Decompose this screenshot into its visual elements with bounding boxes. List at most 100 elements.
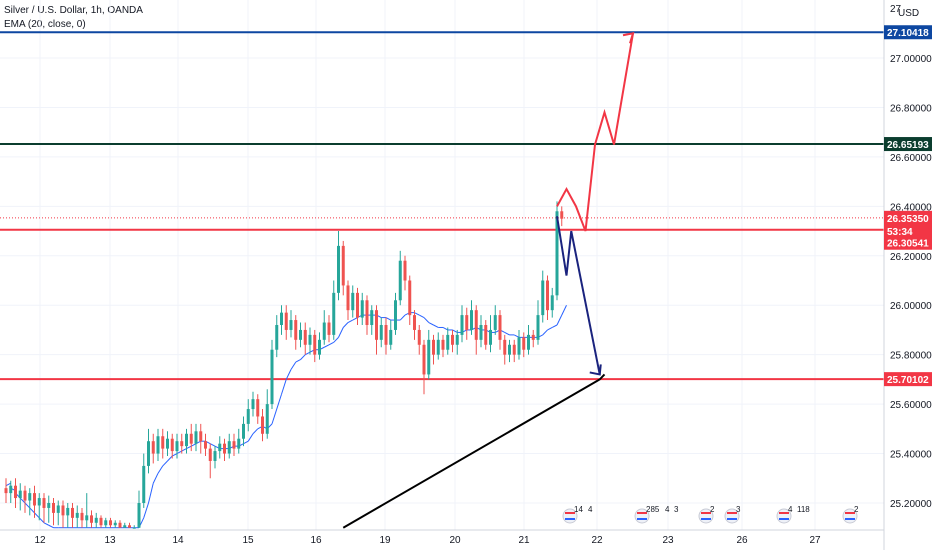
price-badge[interactable]	[884, 210, 932, 225]
price-axis[interactable]: 27.00000 26.80000 26.60000 26.40000 26.20000…	[883, 0, 932, 550]
candle-body	[213, 451, 217, 461]
event-count: 2	[854, 505, 859, 514]
candle-body	[246, 409, 250, 424]
candle-body	[180, 441, 184, 447]
candle-body	[318, 339, 321, 355]
candle-body	[441, 339, 445, 350]
candle-body	[303, 329, 307, 345]
ema-segment	[176, 450, 182, 454]
ema-segment	[247, 433, 254, 442]
x-tick-label: 23	[662, 535, 674, 546]
event-flag-stripe	[727, 512, 737, 514]
event-flag-stripe	[727, 518, 737, 520]
ema-segment	[385, 317, 391, 321]
candle-body	[42, 498, 46, 508]
currency-label[interactable]: USD	[898, 8, 919, 19]
event-flag-stripe	[845, 512, 855, 514]
ema-segment	[414, 312, 420, 316]
projection-path[interactable]	[556, 216, 601, 375]
candle-body	[4, 488, 8, 494]
candle-body	[118, 522, 122, 528]
event-count: 3	[674, 505, 679, 514]
candle-body	[242, 423, 245, 439]
x-tick-label: 22	[591, 535, 603, 546]
price-badge[interactable]	[884, 372, 932, 387]
candle-body	[375, 310, 378, 340]
candle-body	[270, 349, 274, 405]
candle-body	[498, 315, 502, 340]
ema-segment	[561, 305, 567, 316]
candles	[4, 201, 564, 529]
candle-body	[175, 441, 179, 452]
candle-body	[489, 329, 492, 345]
price-badge[interactable]	[884, 25, 932, 40]
x-tick-label: 27	[809, 535, 821, 546]
x-tick-label: 26	[736, 535, 748, 546]
candle-body	[199, 431, 203, 442]
candle-body	[52, 503, 55, 513]
candle-body	[365, 300, 369, 325]
candle-body	[408, 280, 412, 316]
ema-segment	[514, 334, 520, 338]
candle-body	[99, 517, 103, 526]
ema-segment	[328, 341, 334, 346]
candle-body	[284, 312, 288, 330]
candle-body	[422, 344, 426, 375]
candle-body	[14, 485, 17, 499]
candle-body	[555, 211, 559, 296]
time-axis[interactable]: 12 13 14 15 16 19 20 21 22 23 26 27	[0, 529, 884, 546]
price-badge[interactable]	[884, 223, 932, 238]
event-count: 4	[665, 505, 670, 514]
candle-body	[479, 325, 483, 340]
candle-body	[256, 399, 260, 417]
candle-body	[446, 334, 450, 350]
ema-segment	[399, 314, 406, 321]
candle-body	[465, 315, 469, 330]
ema-segment	[556, 314, 563, 326]
event-flag-stripe	[637, 512, 647, 514]
candle-body	[161, 436, 165, 449]
candle-body	[261, 416, 264, 434]
event-count: 3	[736, 505, 741, 514]
candle-body	[308, 334, 312, 345]
event-count: 2	[710, 505, 715, 514]
candle-body	[341, 245, 345, 286]
candle-body	[94, 517, 98, 523]
ema-segment	[172, 453, 178, 457]
event-markers[interactable]: 14 4 285 4 3 2 3 4 118 2	[562, 505, 859, 524]
candle-body	[28, 493, 32, 501]
event-count: 14	[574, 505, 583, 514]
price-badge[interactable]	[884, 235, 932, 250]
ema-segment	[347, 319, 353, 323]
candle-body	[147, 441, 150, 466]
candle-body	[237, 438, 241, 449]
price-badge[interactable]	[884, 137, 932, 152]
x-tick-label: 20	[449, 535, 461, 546]
projection-path[interactable]	[342, 373, 606, 529]
price-badge-label: 25.70102	[887, 375, 929, 386]
projection-paths[interactable]	[342, 31, 635, 529]
horizontal-levels[interactable]	[0, 31, 884, 381]
ema-segment	[542, 329, 548, 336]
candle-body	[332, 292, 336, 335]
candle-body	[527, 334, 530, 350]
event-count: 285	[646, 505, 660, 514]
projection-path[interactable]	[556, 33, 634, 232]
candle-body	[47, 503, 51, 508]
candle-body	[265, 404, 269, 434]
candle-body	[546, 280, 549, 311]
ema-segment	[352, 317, 358, 321]
y-tick-label: 27.00000	[890, 54, 932, 65]
candle-body	[522, 337, 526, 350]
candle-body	[403, 260, 407, 281]
candle-body	[128, 525, 131, 528]
ema-segment	[342, 322, 349, 328]
event-flag-stripe	[779, 518, 789, 520]
ema-segment	[5, 482, 11, 487]
y-tick-label: 25.80000	[890, 351, 932, 362]
ema-segment	[24, 502, 31, 509]
candle-body	[151, 441, 155, 454]
ema-segment	[423, 317, 430, 323]
candle-body	[23, 490, 27, 501]
